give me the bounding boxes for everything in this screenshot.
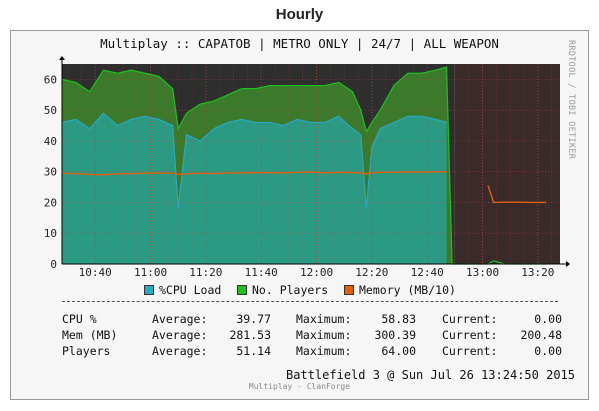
y-axis-arrow	[59, 56, 65, 60]
y-tick-label: 50	[44, 104, 57, 117]
memory-line	[61, 170, 547, 204]
x-tick-label: 13:00	[466, 266, 499, 279]
stats-divider-top	[62, 301, 558, 302]
stat-cur-value: 200.48	[520, 328, 562, 342]
legend-players-label: No. Players	[252, 283, 329, 297]
y-tick-label: 40	[44, 135, 57, 148]
stat-max-label: Maximum:	[296, 328, 352, 342]
footer-timestamp: Battlefield 3 @ Sun Jul 26 13:24:50 2015	[286, 368, 575, 382]
cpu-area	[62, 113, 447, 264]
legend-cpu: %CPU Load	[144, 283, 221, 297]
legend-players: No. Players	[237, 283, 328, 297]
x-tick-label: 11:40	[245, 266, 278, 279]
x-tick-label: 13:20	[521, 266, 554, 279]
stat-avg-label: Average:	[152, 328, 208, 342]
x-axis-arrow	[566, 261, 570, 267]
plot-background-nodata	[454, 64, 560, 264]
page-heading: Hourly	[275, 6, 324, 23]
stat-cur-label: Current:	[442, 328, 498, 342]
stat-label: Mem (MB)	[62, 328, 118, 342]
stat-avg-value: 51.14	[236, 344, 271, 358]
legend-players-swatch	[237, 285, 247, 295]
y-tick-label: 30	[44, 166, 57, 179]
x-tick-label: 11:00	[134, 266, 167, 279]
stat-max-label: Maximum:	[296, 312, 352, 326]
chart-title: Multiplay :: CAPATOB | METRO ONLY | 24/7…	[100, 36, 499, 51]
y-tick-label: 10	[44, 227, 57, 240]
stat-cur-value: 0.00	[534, 312, 562, 326]
stat-avg-value: 39.77	[236, 312, 271, 326]
x-tick-label: 11:20	[189, 266, 222, 279]
x-tick-label: 12:40	[411, 266, 444, 279]
y-tick-label: 60	[44, 73, 57, 86]
legend-memory-label: Memory (MB/10)	[359, 283, 456, 297]
stat-label: CPU %	[62, 312, 97, 326]
y-tick-label: 0	[50, 258, 57, 271]
y-tick-label: 20	[44, 196, 57, 209]
legend-cpu-label: %CPU Load	[159, 283, 222, 297]
x-tick-label: 10:40	[79, 266, 112, 279]
stat-max-value: 300.39	[374, 328, 416, 342]
rrdtool-watermark: RRDTOOL / TOBI OETIKER	[566, 40, 576, 160]
stat-avg-label: Average:	[152, 312, 208, 326]
stat-label: Players	[62, 344, 111, 358]
stat-max-value: 64.00	[381, 344, 416, 358]
stat-max-value: 58.83	[381, 312, 416, 326]
stat-avg-label: Average:	[152, 344, 208, 358]
legend-cpu-swatch	[144, 285, 154, 295]
stat-avg-value: 281.53	[229, 328, 271, 342]
legend-memory: Memory (MB/10)	[344, 283, 456, 297]
stat-cur-value: 0.00	[534, 344, 562, 358]
stat-max-label: Maximum:	[296, 344, 352, 358]
x-tick-label: 12:20	[355, 266, 388, 279]
stat-cur-label: Current:	[442, 312, 498, 326]
legend-memory-swatch	[344, 285, 354, 295]
cpu-line	[61, 112, 447, 209]
credit-line: Multiplay - ClanForge	[248, 382, 351, 391]
x-tick-label: 12:00	[300, 266, 333, 279]
stat-cur-label: Current:	[442, 344, 498, 358]
